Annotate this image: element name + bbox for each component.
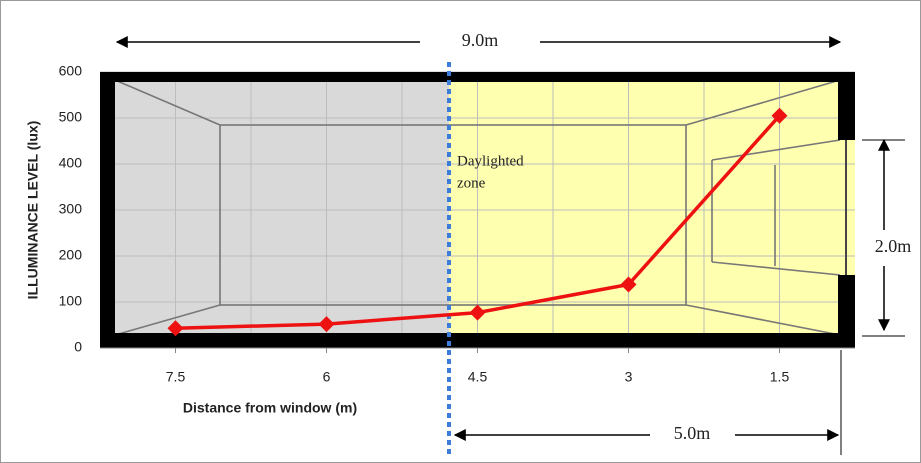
zone-label: Daylighted (457, 153, 524, 169)
y-tick-label: 200 (59, 247, 83, 263)
dimension-label: 9.0m (462, 30, 499, 50)
y-tick-label: 100 (59, 293, 83, 309)
y-tick-label: 500 (59, 109, 83, 125)
x-tick-label: 1.5 (770, 369, 790, 385)
x-tick-label: 6 (323, 369, 331, 385)
x-axis-title: Distance from window (m) (183, 400, 357, 416)
room-wall (100, 333, 855, 348)
chart: Daylighted zone 9.0m 2.0m 5.0m Distance … (0, 0, 921, 463)
room-wall (838, 72, 855, 140)
y-tick-label: 400 (59, 155, 83, 171)
room-wall (100, 72, 115, 348)
dimension-label: 2.0m (875, 236, 912, 256)
y-tick-label: 0 (74, 339, 82, 355)
room-wall (100, 72, 855, 82)
x-tick-label: 7.5 (166, 369, 186, 385)
y-tick-label: 300 (59, 201, 83, 217)
x-tick-label: 3 (625, 369, 633, 385)
x-tick-label: 4.5 (468, 369, 488, 385)
zone-label: zone (457, 175, 486, 191)
y-axis-title: ILLUMINANCE LEVEL (lux) (25, 121, 41, 300)
dimension-label: 5.0m (674, 423, 711, 443)
y-tick-label: 600 (59, 63, 83, 79)
room-wall (838, 275, 855, 348)
